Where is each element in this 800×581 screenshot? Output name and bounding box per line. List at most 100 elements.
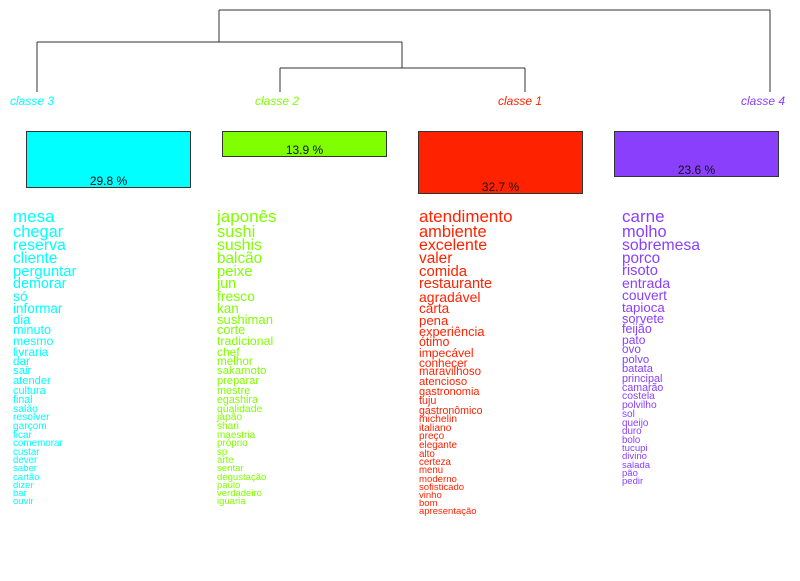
class-label-4: classe 4 — [741, 94, 786, 108]
word-item: sol — [622, 409, 635, 421]
word-item: ovo — [622, 343, 641, 357]
word-item: kan — [217, 300, 239, 316]
word-item: peixe — [217, 263, 253, 280]
word-item: risoto — [622, 263, 658, 280]
word-item: comida — [419, 263, 468, 280]
word-item: conhecer — [419, 356, 468, 371]
word-item: chef — [217, 344, 240, 359]
percent-text-2: 13.9 % — [285, 143, 324, 157]
word-item: dia — [13, 312, 31, 328]
word-item: tuju — [419, 395, 437, 408]
word-item: chegar — [13, 222, 64, 241]
word-list-2: japonês sushi sushis balcão peixe jun fresco ka… — [217, 208, 277, 508]
word-item: impecável — [419, 345, 474, 360]
word-item: pato — [622, 333, 646, 348]
word-item: vinho — [419, 490, 442, 502]
word-item: pedir — [622, 475, 644, 487]
word-item: arte — [217, 455, 234, 467]
word-item: ótimo — [419, 334, 450, 349]
word-item: melhor — [217, 355, 253, 369]
word-item: dizer — [13, 479, 34, 491]
word-item: pão — [622, 467, 638, 479]
word-item: atendimento — [419, 207, 513, 226]
word-item: sushiman — [217, 312, 273, 328]
word-item: carne — [622, 207, 665, 226]
word-item: tradicional — [217, 334, 274, 349]
word-item: cliente — [13, 250, 58, 268]
word-item: perguntar — [13, 263, 77, 280]
word-item: sushis — [217, 236, 262, 254]
word-item: minuto — [13, 323, 52, 338]
word-item: shari — [217, 421, 239, 433]
percent-text-3: 29.8 % — [89, 174, 128, 188]
word-item: elegante — [419, 439, 458, 451]
word-item: michelin — [419, 413, 458, 425]
word-item: maravilhoso — [419, 366, 482, 379]
word-item: queijo — [622, 417, 649, 429]
word-item: porco — [622, 250, 661, 268]
word-item: salada — [622, 459, 651, 471]
word-item: ficar — [13, 429, 32, 441]
word-item: verdadeiro — [217, 488, 262, 500]
word-item: gastronomia — [419, 385, 480, 398]
word-item: bolo — [622, 434, 641, 446]
word-item: próprio — [217, 438, 248, 450]
word-item: saber — [13, 463, 37, 475]
word-item: mesa — [13, 207, 55, 226]
percent-box-3: 29.8 % — [26, 131, 191, 188]
word-item: tapioca — [622, 299, 665, 315]
word-item: experiência — [419, 323, 485, 339]
word-item: preparar — [217, 375, 260, 388]
word-item: camarão — [622, 382, 664, 395]
word-item: cultura — [13, 384, 46, 397]
class-label-3: classe 3 — [10, 94, 55, 108]
percent-text-4: 23.6 % — [677, 163, 716, 177]
word-item: agradável — [419, 288, 481, 305]
word-item: bom — [419, 498, 438, 510]
percent-box-2: 13.9 % — [222, 131, 387, 157]
word-item: sorvete — [622, 311, 665, 327]
word-item: mestre — [217, 384, 251, 397]
word-item: tucupi — [622, 443, 648, 455]
word-list-1: atendimento ambiente excelente valer comida r… — [419, 207, 513, 516]
word-item: custar — [13, 446, 40, 458]
word-item: sobremesa — [622, 236, 701, 254]
class-label-2: classe 2 — [255, 94, 300, 108]
word-item: atencioso — [419, 376, 468, 389]
word-item: comemorar — [13, 438, 63, 450]
word-item: jun — [217, 276, 237, 293]
word-item: menu — [419, 465, 444, 477]
word-item: divino — [622, 451, 647, 463]
word-item: ouvir — [13, 496, 34, 508]
word-item: qualidade — [217, 404, 263, 416]
word-item: sp — [217, 446, 228, 458]
word-item: dever — [13, 455, 38, 467]
word-item: balcão — [217, 250, 263, 268]
word-item: livraria — [13, 344, 49, 359]
word-item: maestria — [217, 429, 256, 441]
word-item: final — [13, 394, 33, 407]
word-item: salão — [13, 404, 38, 416]
percent-box-4: 23.6 % — [614, 131, 779, 177]
word-item: corte — [217, 323, 246, 338]
word-item: restaurante — [419, 276, 493, 293]
word-item: demorar — [13, 276, 67, 293]
percent-box-1: 32.7 % — [418, 131, 583, 194]
word-item: entrada — [622, 275, 671, 292]
word-item: sakamoto — [217, 365, 267, 378]
word-item: reserva — [13, 236, 66, 254]
word-item: paulo — [217, 479, 241, 491]
word-item: iguaria — [217, 496, 246, 508]
word-item: bar — [13, 488, 27, 500]
word-item: dar — [13, 355, 30, 369]
word-item: polvo — [622, 353, 650, 366]
word-item: degustação — [217, 471, 267, 483]
word-item: egashira — [217, 394, 258, 407]
word-item: garçom — [13, 421, 47, 433]
word-item: japão — [217, 412, 243, 424]
word-item: principal — [622, 372, 663, 385]
word-item: sentar — [217, 463, 244, 475]
word-item: só — [13, 287, 28, 304]
